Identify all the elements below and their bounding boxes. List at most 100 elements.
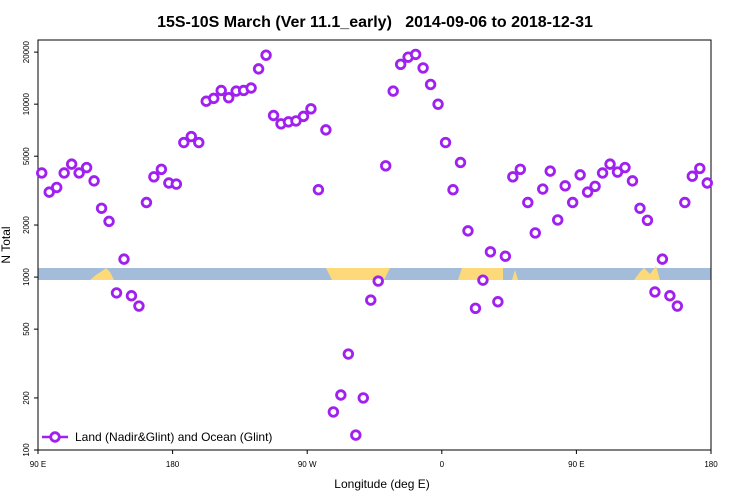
data-point [641,214,654,226]
data-point [522,196,534,209]
data-point [679,196,691,209]
data-point [65,158,78,170]
data-point [492,296,504,308]
y-tick-label: 100 [22,443,31,457]
data-point [260,49,272,61]
data-point [342,348,355,360]
data-point [95,202,108,214]
data-point [499,250,512,262]
data-point [581,186,594,198]
data-point [664,290,676,302]
data-point [604,158,616,170]
legend-label: Land (Nadir&Glint) and Ocean (Glint) [75,430,272,444]
data-point [394,58,407,71]
data-point [185,130,197,143]
data-point [327,406,340,418]
data-point [125,290,138,302]
y-axis-label: N Total [0,226,13,263]
x-tick-label: 90 E [30,460,46,469]
data-point [507,171,519,183]
data-point [305,103,317,115]
data-point [36,167,48,179]
data-point [133,300,145,312]
data-point [103,215,115,228]
land-area [634,266,660,280]
y-tick-label: 20000 [22,40,31,63]
data-point [626,175,639,187]
land-ocean-band [38,266,711,280]
data-point [619,161,631,174]
data-point [537,183,549,195]
data-point [88,175,100,187]
x-tick-label: 180 [166,460,180,469]
data-point [80,161,93,174]
data-point [454,156,467,169]
data-point [439,136,452,149]
data-point [409,48,422,61]
land-area [512,270,518,280]
data-point [140,196,153,209]
plot-frame [37,39,712,451]
data-point [297,110,310,123]
data-point [245,82,257,94]
data-point [335,389,347,401]
chart-title: 15S-10S March (Ver 11.1_early) 2014-09-0… [157,14,593,31]
data-point [566,196,579,209]
data-point [118,253,130,265]
land-area [458,268,503,280]
x-axis-label: Longitude (deg E) [334,477,429,491]
y-tick-label: 500 [22,322,31,336]
data-point [252,63,265,75]
data-point [656,253,669,265]
land-area [326,268,390,280]
data-point [50,181,63,194]
data-point [312,184,325,196]
y-tick-label: 5000 [22,147,31,165]
data-point [686,170,699,182]
data-point [694,162,706,175]
data-point [222,91,235,104]
data-point [320,124,332,136]
data-point [58,167,70,179]
y-tick-label: 2000 [22,216,31,234]
data-point [544,165,556,177]
data-point [357,392,369,404]
data-point [350,429,362,441]
data-point [170,178,183,190]
data-point [529,227,541,239]
data-point [148,171,160,183]
data-point [559,180,571,192]
x-tick-label: 90 E [568,460,584,469]
data-point [469,302,482,314]
data-point [178,136,190,149]
data-point [215,84,227,97]
data-point [208,92,220,105]
data-point [380,160,392,172]
data-point [365,294,377,306]
data-point [432,98,444,110]
x-tick-label: 0 [440,460,445,469]
data-point [649,286,661,298]
y-tick-label: 10000 [22,92,31,115]
data-point [574,169,586,181]
data-point [701,177,713,189]
data-point [514,163,527,176]
x-tick-label: 90 W [298,460,317,469]
data-point [73,167,85,179]
data-point [155,163,168,176]
data-point [589,180,601,192]
data-point [447,184,459,196]
data-point [193,136,205,149]
data-point [417,62,429,74]
data-point [484,246,497,258]
y-tick-label: 1000 [22,268,31,286]
legend-marker [49,431,61,443]
data-point [110,287,123,299]
data-point [596,167,609,179]
data-point [267,109,280,122]
data-point [424,78,437,91]
data-point [387,85,399,97]
data-point [477,274,489,286]
